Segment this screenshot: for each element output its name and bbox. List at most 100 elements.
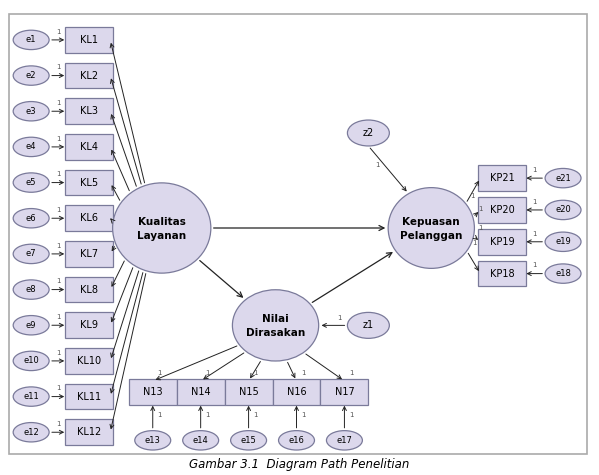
Ellipse shape xyxy=(545,200,581,219)
FancyBboxPatch shape xyxy=(65,241,113,267)
Text: e3: e3 xyxy=(26,107,37,116)
Text: e20: e20 xyxy=(555,206,571,214)
Text: e17: e17 xyxy=(337,436,352,445)
Text: KP19: KP19 xyxy=(489,237,515,247)
Text: 1: 1 xyxy=(158,370,162,376)
Text: N15: N15 xyxy=(239,387,258,397)
Text: e21: e21 xyxy=(555,174,571,182)
Text: 1: 1 xyxy=(349,412,354,418)
Ellipse shape xyxy=(135,431,171,450)
Ellipse shape xyxy=(13,387,49,406)
Ellipse shape xyxy=(232,290,319,361)
Text: e19: e19 xyxy=(555,238,571,246)
Text: 1: 1 xyxy=(56,421,60,427)
FancyBboxPatch shape xyxy=(478,229,526,255)
Text: 1: 1 xyxy=(337,314,341,321)
Text: z1: z1 xyxy=(363,320,374,331)
Text: KL5: KL5 xyxy=(80,178,98,188)
Ellipse shape xyxy=(545,232,581,251)
Text: e11: e11 xyxy=(23,392,39,401)
FancyBboxPatch shape xyxy=(273,379,320,405)
FancyBboxPatch shape xyxy=(65,348,113,374)
Ellipse shape xyxy=(326,431,362,450)
Text: e6: e6 xyxy=(26,214,37,223)
Text: 1: 1 xyxy=(253,412,258,418)
Text: KL3: KL3 xyxy=(80,106,98,116)
Text: N16: N16 xyxy=(287,387,306,397)
Ellipse shape xyxy=(13,102,49,121)
Ellipse shape xyxy=(545,169,581,188)
Text: 1: 1 xyxy=(478,206,482,212)
FancyBboxPatch shape xyxy=(65,134,113,160)
Text: 1: 1 xyxy=(56,65,60,70)
Ellipse shape xyxy=(13,315,49,335)
Ellipse shape xyxy=(113,183,211,273)
Text: e16: e16 xyxy=(289,436,304,445)
FancyBboxPatch shape xyxy=(478,197,526,223)
Text: e18: e18 xyxy=(555,269,571,278)
Text: 1: 1 xyxy=(472,240,476,246)
Text: 1: 1 xyxy=(158,412,162,418)
Text: 1: 1 xyxy=(56,100,60,106)
Text: KL6: KL6 xyxy=(80,213,98,223)
Text: KP18: KP18 xyxy=(489,268,515,279)
Ellipse shape xyxy=(388,188,474,268)
Text: KL12: KL12 xyxy=(77,427,101,437)
FancyBboxPatch shape xyxy=(65,313,113,338)
Text: 1: 1 xyxy=(532,230,537,237)
Ellipse shape xyxy=(183,431,219,450)
Text: KL7: KL7 xyxy=(80,249,98,259)
Ellipse shape xyxy=(13,30,49,49)
Text: e8: e8 xyxy=(26,285,37,294)
Text: Layanan: Layanan xyxy=(137,230,186,241)
Ellipse shape xyxy=(279,431,314,450)
Text: 1: 1 xyxy=(56,314,60,320)
FancyBboxPatch shape xyxy=(65,419,113,445)
Text: 1: 1 xyxy=(56,243,60,249)
Ellipse shape xyxy=(347,313,389,338)
Text: KL11: KL11 xyxy=(77,391,101,401)
Text: Kepuasan: Kepuasan xyxy=(403,217,460,227)
FancyBboxPatch shape xyxy=(65,277,113,303)
Ellipse shape xyxy=(13,173,49,192)
Ellipse shape xyxy=(13,351,49,370)
Text: Gambar 3.1  Diagram Path Penelitian: Gambar 3.1 Diagram Path Penelitian xyxy=(189,458,410,471)
Text: 1: 1 xyxy=(56,350,60,356)
FancyBboxPatch shape xyxy=(65,384,113,409)
Text: 1: 1 xyxy=(56,136,60,142)
Text: KL8: KL8 xyxy=(80,285,98,294)
Text: 1: 1 xyxy=(532,167,537,173)
FancyBboxPatch shape xyxy=(177,379,225,405)
Text: Dirasakan: Dirasakan xyxy=(246,328,305,338)
Ellipse shape xyxy=(13,244,49,264)
Text: KL9: KL9 xyxy=(80,320,98,330)
Text: e13: e13 xyxy=(145,436,161,445)
Text: 1: 1 xyxy=(56,278,60,285)
Text: 1: 1 xyxy=(253,370,258,376)
Text: N17: N17 xyxy=(335,387,354,397)
Text: e1: e1 xyxy=(26,36,37,44)
Text: 1: 1 xyxy=(56,171,60,177)
Text: KL10: KL10 xyxy=(77,356,101,366)
Text: KP20: KP20 xyxy=(489,205,515,215)
Text: 1: 1 xyxy=(56,207,60,213)
FancyBboxPatch shape xyxy=(65,170,113,195)
Text: e4: e4 xyxy=(26,142,37,152)
Text: e2: e2 xyxy=(26,71,37,80)
Text: 1: 1 xyxy=(301,370,306,376)
Text: 1: 1 xyxy=(56,28,60,35)
Text: KL4: KL4 xyxy=(80,142,98,152)
FancyBboxPatch shape xyxy=(65,205,113,231)
Ellipse shape xyxy=(13,66,49,85)
Text: Kualitas: Kualitas xyxy=(138,217,186,227)
Text: KP21: KP21 xyxy=(489,173,515,183)
FancyBboxPatch shape xyxy=(129,379,177,405)
Ellipse shape xyxy=(347,120,389,146)
Text: e12: e12 xyxy=(23,428,39,437)
Text: 1: 1 xyxy=(349,370,354,376)
Text: 1: 1 xyxy=(375,162,380,169)
Ellipse shape xyxy=(231,431,267,450)
Text: 1: 1 xyxy=(532,262,537,268)
Text: 1: 1 xyxy=(471,192,475,199)
Text: 1: 1 xyxy=(56,385,60,391)
